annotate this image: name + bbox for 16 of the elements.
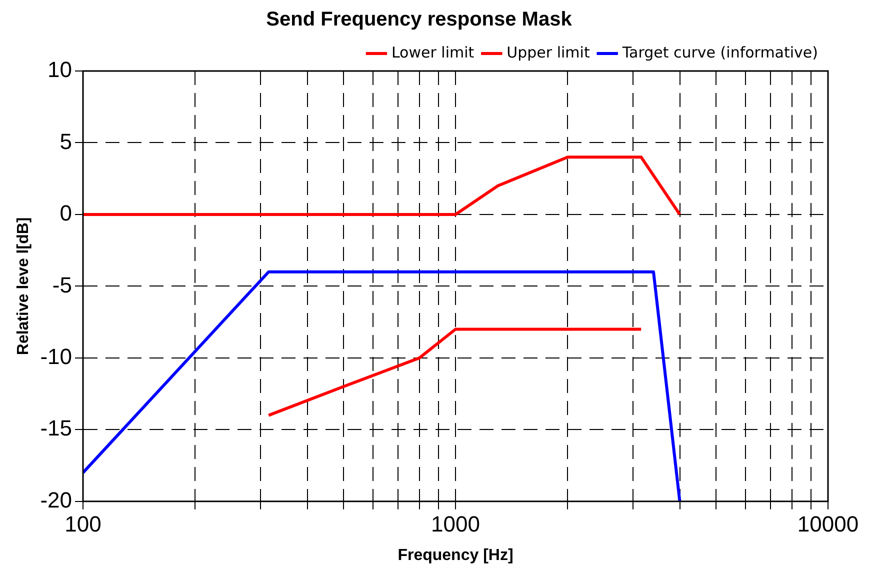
legend-label: Target curve (informative): [621, 43, 818, 62]
x-tick-label: 100: [64, 512, 102, 537]
y-tick-label: 5: [60, 128, 72, 154]
y-tick-label: -5: [52, 272, 72, 298]
y-tick-label: 0: [60, 200, 72, 226]
y-tick-label: 10: [48, 57, 72, 82]
y-axis-title: Relative leve l[dB]: [15, 217, 32, 356]
x-tick-label: 10000: [797, 512, 859, 537]
y-tick-label: -20: [40, 487, 72, 512]
chart-title: Send Frequency response Mask: [266, 8, 573, 31]
y-tick-label: -15: [40, 416, 72, 441]
legend-label: Lower limit: [391, 43, 474, 62]
x-tick-label: 1000: [431, 512, 480, 537]
legend-label: Upper limit: [506, 43, 590, 62]
x-axis-title: Frequency [Hz]: [398, 546, 514, 564]
y-tick-label: -10: [40, 344, 72, 369]
